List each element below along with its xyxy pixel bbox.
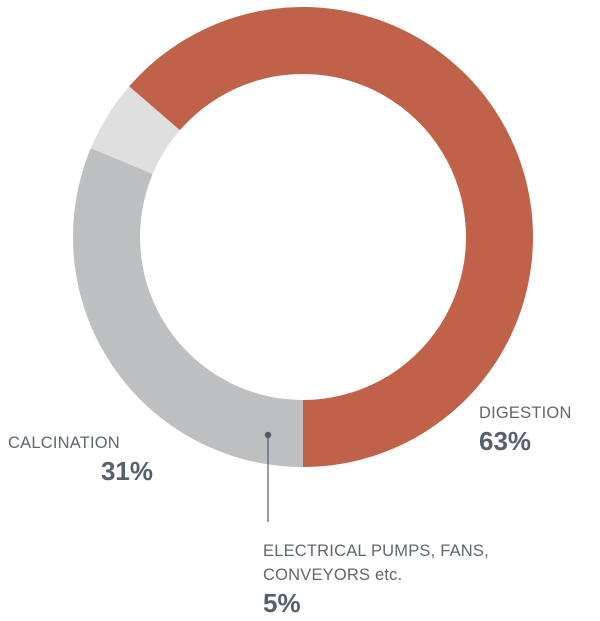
digestion-label: DIGESTION [479,404,572,422]
digestion-percent: 63% [479,425,532,456]
electrical-callout-dot [264,431,272,439]
calcination-label: CALCINATION [8,434,120,452]
donut-slice-calcination [73,148,303,467]
calcination-callout: CALCINATION 31% [8,432,153,487]
donut-slices [73,6,534,468]
donut-slice-electrical-pumps-fans-conveyors-etc [90,86,180,175]
electrical-callout: ELECTRICAL PUMPS, FANS, CONVEYORS etc. 5… [263,540,563,619]
electrical-percent: 5% [263,587,301,618]
electrical-label: ELECTRICAL PUMPS, FANS, CONVEYORS etc. [263,542,489,584]
calcination-percent: 31% [100,455,153,486]
digestion-callout: DIGESTION 63% [479,402,572,457]
donut-slice-digestion [129,6,534,468]
